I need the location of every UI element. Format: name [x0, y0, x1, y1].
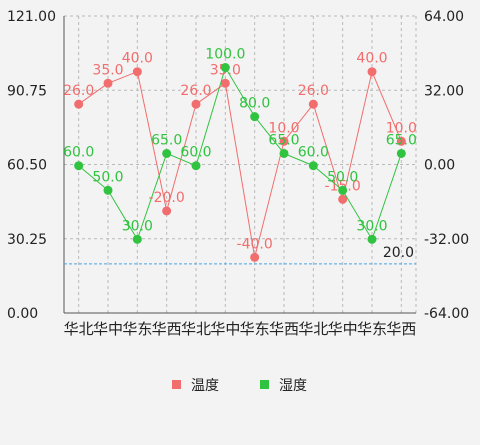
legend-label: 湿度 [279, 378, 307, 394]
series-2-point [191, 161, 201, 171]
y-right-tick-label: -32.00 [424, 232, 469, 248]
x-tick-label: 华中 [93, 320, 123, 338]
y-right-tick-label: 32.00 [424, 83, 464, 99]
y-left-tick-label: 121.00 [7, 9, 56, 25]
series-2-point [396, 148, 406, 158]
series-2-point [308, 161, 318, 171]
series-1-data-label: 40.0 [356, 51, 387, 67]
series-1-data-label: 26.0 [180, 83, 211, 99]
x-tick-label: 华北 [181, 320, 211, 338]
series-line-1 [78, 70, 402, 258]
series-1-data-label: 35.0 [92, 62, 123, 78]
series-2-point [279, 148, 289, 158]
x-tick-label: 华北 [298, 320, 328, 338]
x-tick-label: 华东 [122, 320, 152, 338]
series-2-data-label: 50.0 [327, 169, 358, 185]
series-2-data-label: 65.0 [268, 132, 299, 148]
series-1-data-label: 26.0 [63, 83, 94, 99]
y-left-tick-label: 0.00 [7, 306, 38, 322]
series-1-data-label: 10.0 [268, 120, 299, 136]
x-tick-label: 华中 [328, 320, 358, 338]
y-right-tick-label: 64.00 [424, 9, 464, 25]
series-2-point [74, 161, 84, 171]
x-tick-label: 华北 [64, 320, 94, 338]
series-1-point [367, 67, 377, 77]
x-tick-label: 华西 [386, 320, 416, 338]
series-2-data-label: 100.0 [205, 47, 245, 63]
series-1-point [396, 136, 406, 146]
y-right-tick-label: 0.00 [424, 158, 455, 174]
series-1-data-label: 26.0 [298, 83, 329, 99]
series-2-data-label: 30.0 [356, 218, 387, 234]
series-2-point [132, 234, 142, 244]
y-left-tick-label: 90.75 [7, 83, 47, 99]
series-1-data-label: 10.0 [386, 120, 417, 136]
series-2-data-label: 65.0 [386, 132, 417, 148]
series-1-point [308, 99, 318, 109]
series-2-data-label: 50.0 [92, 169, 123, 185]
series-2-point [162, 148, 172, 158]
limit-line-label: 20.0 [383, 245, 414, 261]
y-right-tick-label: -64.00 [424, 306, 469, 322]
series-2-data-label: 60.0 [63, 145, 94, 161]
series-1-point [74, 99, 84, 109]
series-2-data-label: 80.0 [239, 96, 270, 112]
series-1-data-label: 40.0 [122, 51, 153, 67]
legend-swatch [260, 380, 269, 389]
x-tick-label: 华东 [240, 320, 270, 338]
series-1-point [132, 67, 142, 77]
x-tick-label: 华西 [152, 320, 182, 338]
series-1-point [103, 78, 113, 88]
x-tick-label: 华西 [269, 320, 299, 338]
y-left-tick-label: 60.50 [7, 158, 47, 174]
series-1-point [250, 252, 260, 262]
series-2-data-label: 30.0 [122, 218, 153, 234]
series-1-point [191, 99, 201, 109]
series-2-data-label: 60.0 [298, 145, 329, 161]
series-1-data-label: -20.0 [149, 190, 185, 206]
x-tick-label: 华中 [210, 320, 240, 338]
series-1-point [220, 78, 230, 88]
legend-label: 温度 [191, 378, 219, 394]
series-1-data-label: -40.0 [237, 236, 273, 252]
legend-swatch [172, 380, 181, 389]
series-2-data-label: 65.0 [151, 132, 182, 148]
series-2-data-label: 60.0 [180, 145, 211, 161]
series-line-2 [78, 66, 402, 241]
series-2-point [103, 185, 113, 195]
series-2-point [338, 185, 348, 195]
series-1-point [279, 136, 289, 146]
series-2-point [367, 234, 377, 244]
series-1-point [162, 206, 172, 216]
series-1-point [338, 194, 348, 204]
series-2-point [250, 112, 260, 122]
series-2-point [220, 63, 230, 73]
y-left-tick-label: 30.25 [7, 232, 47, 248]
x-tick-label: 华东 [357, 320, 387, 338]
